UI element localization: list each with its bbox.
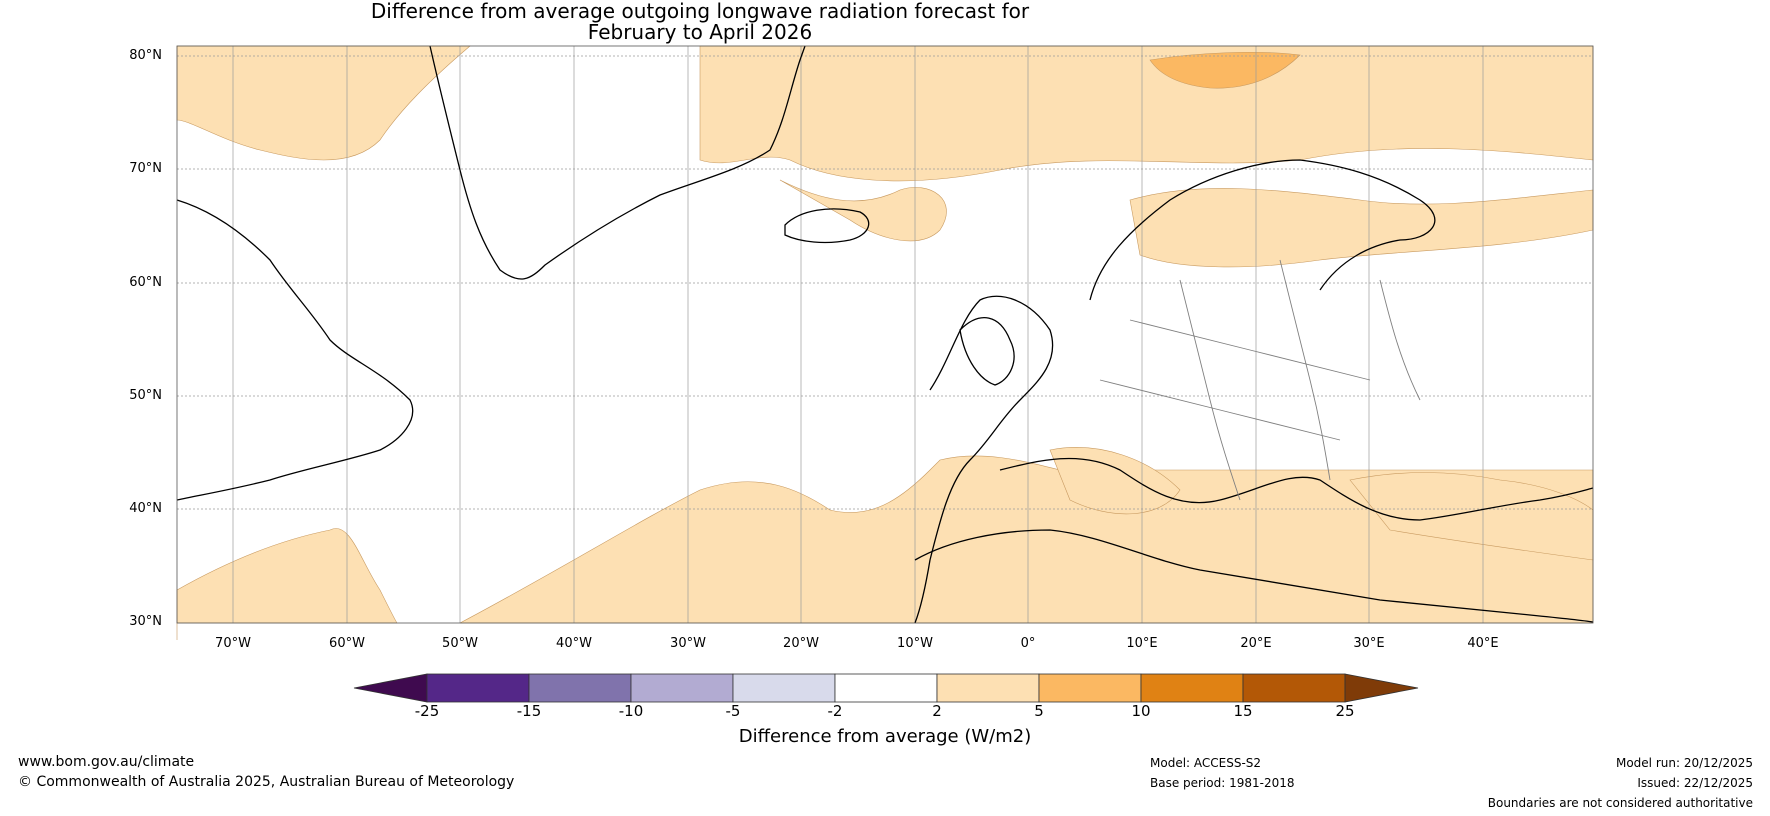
- uk-coast: [959, 317, 1015, 386]
- lat-label-60n: 60°N: [129, 275, 162, 290]
- footer-disclaimer: Boundaries are not considered authoritat…: [1487, 796, 1753, 810]
- canada-coast: [176, 199, 414, 501]
- footer-model-run: Model run: 20/12/2025: [1615, 756, 1753, 770]
- lon-label-10w: 10°W: [897, 636, 933, 651]
- chart-title-line1: Difference from average outgoing longwav…: [370, 0, 1030, 23]
- europe-coast: [914, 295, 1054, 624]
- lon-label-10e: 10°E: [1126, 636, 1158, 651]
- colorbar-tick: 10: [1131, 702, 1151, 720]
- lon-label-30e: 30°E: [1353, 636, 1385, 651]
- colorbar-tick: -10: [618, 702, 644, 720]
- colorbar-bin-8: [1140, 673, 1244, 703]
- anomaly-region-iberia: [1049, 447, 1181, 515]
- anomaly-region-mediterranean: [1349, 472, 1594, 561]
- chart-title-line2: February to April 2026: [587, 20, 813, 44]
- colorbar-bin-6: [936, 673, 1040, 703]
- colorbar-tick: -2: [827, 702, 843, 720]
- colorbar-tick: -25: [414, 702, 440, 720]
- colorbar-tick: 25: [1335, 702, 1355, 720]
- colorbar-bin-1: [426, 673, 530, 703]
- colorbar: [353, 673, 1419, 703]
- footer-base-period: Base period: 1981-2018: [1150, 776, 1295, 790]
- map-frame: [176, 45, 1594, 624]
- lon-label-30w: 30°W: [670, 636, 706, 651]
- anomaly-region-labrador: [176, 45, 471, 161]
- mediterranean-coast: [999, 457, 1594, 521]
- lat-label-30n: 30°N: [129, 614, 162, 629]
- lat-label-70n: 70°N: [129, 161, 162, 176]
- lon-label-70w: 70°W: [215, 636, 251, 651]
- scandinavia-coast: [1089, 159, 1436, 301]
- lat-label-50n: 50°N: [129, 388, 162, 403]
- graticule: [232, 46, 1484, 623]
- greenland-coast: [429, 45, 806, 280]
- footer-copyright: © Commonwealth of Australia 2025, Austra…: [18, 774, 515, 790]
- lat-label-40n: 40°N: [129, 501, 162, 516]
- colorbar-bin-3: [630, 673, 734, 703]
- lon-label-40w: 40°W: [556, 636, 592, 651]
- colorbar-bin-4: [732, 673, 836, 703]
- lon-label-20w: 20°W: [783, 636, 819, 651]
- footer-website: www.bom.gov.au/climate: [18, 754, 195, 770]
- colorbar-bin-5: [834, 673, 938, 703]
- anomaly-region-greenland-sea: [779, 179, 947, 242]
- anomaly-region-subtropical-atlantic: [459, 455, 1594, 624]
- colorbar-tick: 5: [1034, 702, 1044, 720]
- colorbar-bin-7: [1038, 673, 1142, 703]
- colorbar-extend-high: [1344, 673, 1419, 703]
- colorbar-tick: -5: [725, 702, 741, 720]
- coastlines: [176, 45, 1594, 624]
- lat-label-80n: 80°N: [129, 48, 162, 63]
- lon-label-50w: 50°W: [442, 636, 478, 651]
- colorbar-tick: -15: [516, 702, 542, 720]
- colorbar-extend-low: [353, 673, 428, 703]
- africa-coast: [914, 529, 1594, 623]
- colorbar-tick: 15: [1233, 702, 1253, 720]
- lon-label-0: 0°: [1020, 636, 1036, 651]
- iceland-coast: [784, 208, 870, 244]
- borders: [1099, 259, 1421, 501]
- lon-label-40e: 40°E: [1467, 636, 1499, 651]
- footer-model: Model: ACCESS-S2: [1150, 756, 1262, 770]
- colorbar-bin-2: [528, 673, 632, 703]
- colorbar-tick: 2: [932, 702, 942, 720]
- footer-issued: Issued: 22/12/2025: [1637, 776, 1753, 790]
- lon-label-20e: 20°E: [1240, 636, 1272, 651]
- colorbar-label: Difference from average (W/m2): [738, 726, 1032, 747]
- graticule-lat: [177, 55, 1593, 510]
- anomaly-mid-orange: [1149, 51, 1301, 89]
- anomaly-light-orange: [176, 45, 1594, 640]
- anomaly-region-arctic-band: [699, 45, 1594, 182]
- lon-label-60w: 60°W: [329, 636, 365, 651]
- colorbar-bin-9: [1242, 673, 1346, 703]
- anomaly-region-west-atlantic: [176, 528, 398, 624]
